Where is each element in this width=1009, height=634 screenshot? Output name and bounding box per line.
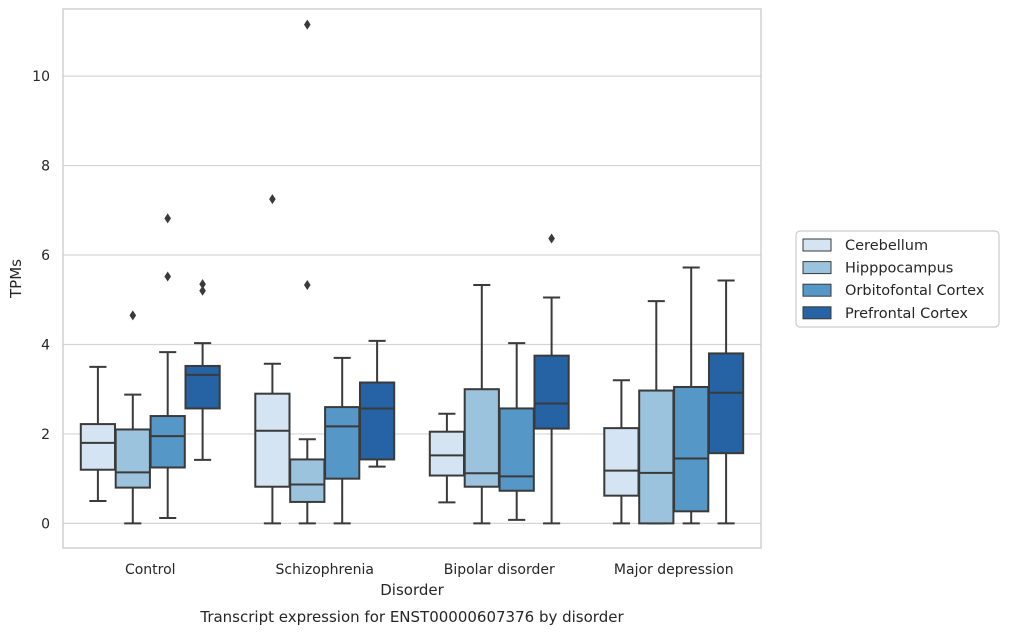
legend-entry: Prefrontal Cortex [845, 306, 968, 322]
legend-swatch [802, 261, 832, 275]
y-axis-label: TPMs [7, 259, 25, 299]
box [463, 388, 500, 488]
box [707, 352, 745, 455]
legend-entry: Cerebellum [845, 238, 928, 254]
y-tick-label: 2 [41, 427, 50, 443]
box [149, 415, 186, 469]
legend-swatch [802, 238, 832, 252]
x-tick-label: Control [125, 562, 176, 578]
chart-caption: Transcript expression for ENST0000060737… [199, 608, 624, 626]
outlier-point [304, 19, 311, 30]
y-tick-label: 0 [41, 516, 50, 532]
outlier-point [304, 279, 311, 290]
y-tick-label: 8 [41, 159, 50, 175]
y-tick-label: 10 [32, 69, 50, 85]
outlier-point [199, 279, 206, 290]
x-tick-label: Bipolar disorder [444, 562, 555, 578]
outlier-point [269, 194, 276, 205]
box [638, 389, 675, 525]
box [324, 406, 361, 480]
legend-swatch [802, 283, 832, 297]
box [254, 392, 291, 488]
box [114, 428, 151, 489]
outlier-point [164, 213, 171, 224]
legend-box [795, 230, 1000, 328]
box [289, 458, 326, 503]
outlier-point [164, 271, 171, 282]
outlier-point [129, 310, 137, 321]
outlier-point [199, 285, 206, 296]
box [498, 407, 535, 492]
box [533, 354, 570, 430]
y-tick-label: 4 [41, 337, 50, 353]
box [79, 423, 117, 471]
box [673, 385, 710, 513]
box [428, 430, 466, 477]
y-tick-label: 6 [41, 248, 50, 264]
box [603, 427, 640, 497]
x-axis-label: Disorder [380, 581, 444, 599]
box [358, 381, 396, 461]
x-tick-label: Schizophrenia [276, 562, 374, 578]
legend-entry: Orbitofontal Cortex [845, 283, 985, 299]
legend-entry: Hipppocampus [845, 261, 953, 277]
outlier-point [548, 233, 555, 244]
box [184, 364, 221, 410]
legend-swatch [802, 306, 832, 320]
x-tick-label: Major depression [614, 562, 734, 578]
plot-frame [62, 8, 762, 549]
